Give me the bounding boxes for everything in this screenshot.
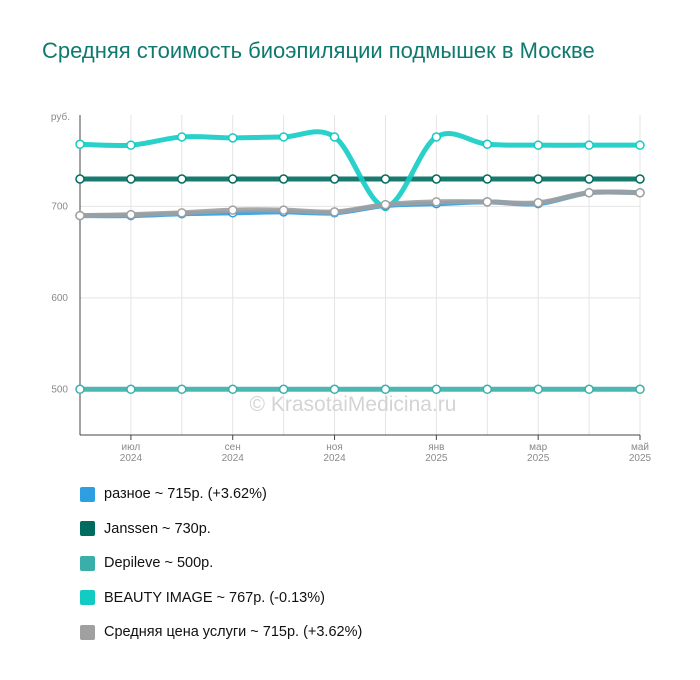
x-tick-label-month: июл	[122, 442, 141, 453]
y-unit-label: руб.	[51, 111, 70, 123]
x-tick-label-month: янв	[428, 442, 444, 453]
data-point-средняя-цена-услуги	[482, 197, 493, 207]
data-point-beauty-image	[584, 140, 594, 150]
data-point-depileve	[635, 384, 645, 395]
data-point-depileve	[380, 384, 391, 395]
data-point-janssen	[75, 174, 85, 184]
line-chart: 500600700руб.июл2024сен2024ноя2024янв202…	[51, 111, 652, 464]
data-point-depileve	[126, 384, 136, 395]
x-tick-label-year: 2024	[120, 453, 143, 464]
data-point-средняя-цена-услуги	[177, 208, 187, 218]
x-tick-label-month: мар	[529, 442, 547, 453]
data-point-depileve	[75, 384, 85, 395]
data-point-janssen	[584, 174, 594, 184]
data-point-janssen	[380, 174, 391, 184]
watermark: © KrasotaiMedicina.ru	[250, 393, 457, 416]
data-point-средняя-цена-услуги	[329, 207, 340, 217]
legend-label: BEAUTY IMAGE ~ 767р. (-0.13%)	[104, 589, 325, 606]
data-point-depileve	[533, 384, 543, 395]
legend-item[interactable]: Depileve ~ 500р.	[80, 553, 362, 573]
y-tick-label: 600	[51, 293, 68, 304]
data-point-средняя-цена-услуги	[75, 210, 85, 221]
legend-item[interactable]: Janssen ~ 730р.	[80, 519, 362, 539]
data-point-janssen	[533, 174, 543, 184]
data-point-beauty-image	[227, 133, 238, 143]
data-point-janssen	[431, 174, 442, 184]
legend-label: разное ~ 715р. (+3.62%)	[104, 486, 267, 502]
axes: 500600700руб.июл2024сен2024ноя2024янв202…	[51, 111, 652, 464]
data-point-beauty-image	[635, 140, 645, 150]
data-point-janssen	[278, 174, 289, 184]
data-point-janssen	[177, 174, 187, 184]
data-point-janssen	[635, 174, 645, 184]
legend-label: Средняя цена услуги ~ 715р. (+3.62%)	[104, 624, 363, 640]
x-tick-label-year: 2024	[222, 453, 245, 464]
legend-label: Depileve ~ 500р.	[104, 555, 214, 571]
data-point-depileve	[584, 384, 594, 395]
data-point-depileve	[278, 384, 289, 395]
legend-swatch	[80, 486, 95, 502]
data-point-depileve	[329, 384, 340, 395]
data-point-средняя-цена-услуги	[126, 209, 136, 220]
series-line-beauty-image	[77, 129, 643, 209]
data-point-средняя-цена-услуги	[431, 197, 442, 207]
data-point-janssen	[227, 174, 238, 184]
data-point-depileve	[177, 384, 187, 395]
legend-item[interactable]: Средняя цена услуги ~ 715р. (+3.62%)	[80, 622, 362, 642]
y-tick-label: 700	[51, 201, 68, 212]
data-point-средняя-цена-услуги	[584, 187, 594, 198]
x-tick-label-month: май	[631, 442, 649, 453]
x-tick-label-year: 2024	[323, 453, 346, 464]
data-point-средняя-цена-услуги	[533, 198, 543, 208]
x-tick-label-year: 2025	[629, 453, 652, 464]
legend-item[interactable]: разное ~ 715р. (+3.62%)	[80, 484, 362, 504]
data-point-beauty-image	[75, 139, 85, 150]
series	[75, 129, 645, 395]
data-point-средняя-цена-услуги	[227, 205, 238, 215]
data-point-depileve	[482, 384, 493, 395]
data-point-beauty-image	[126, 140, 136, 150]
x-tick-label-year: 2025	[527, 453, 550, 464]
data-point-средняя-цена-услуги	[278, 205, 289, 215]
data-point-beauty-image	[482, 139, 493, 150]
data-point-beauty-image	[431, 132, 442, 142]
data-point-beauty-image	[278, 132, 289, 142]
series-line-средняя-цена-услуги	[77, 189, 643, 219]
data-point-beauty-image	[533, 140, 543, 150]
legend-swatch	[80, 590, 95, 605]
x-tick-label-month: сен	[225, 442, 241, 453]
data-point-средняя-цена-услуги	[635, 187, 645, 198]
data-point-depileve	[227, 384, 238, 395]
legend-swatch	[80, 624, 95, 640]
legend-label: Janssen ~ 730р.	[104, 520, 211, 537]
data-point-средняя-цена-услуги	[380, 199, 391, 210]
legend: разное ~ 715р. (+3.62%) Janssen ~ 730р. De…	[80, 484, 362, 657]
data-point-beauty-image	[329, 132, 340, 142]
data-point-depileve	[431, 384, 442, 395]
legend-swatch	[80, 555, 95, 571]
x-tick-label-year: 2025	[425, 453, 448, 464]
data-point-janssen	[126, 174, 136, 184]
data-point-janssen	[329, 174, 340, 184]
data-point-janssen	[482, 174, 493, 184]
legend-swatch	[80, 521, 95, 536]
chart-title: Средняя стоимость биоэпиляции подмышек в…	[42, 38, 595, 63]
data-point-beauty-image	[177, 132, 187, 142]
legend-item[interactable]: BEAUTY IMAGE ~ 767р. (-0.13%)	[80, 588, 362, 608]
x-tick-label-month: ноя	[326, 442, 343, 453]
y-tick-label: 500	[51, 384, 68, 395]
